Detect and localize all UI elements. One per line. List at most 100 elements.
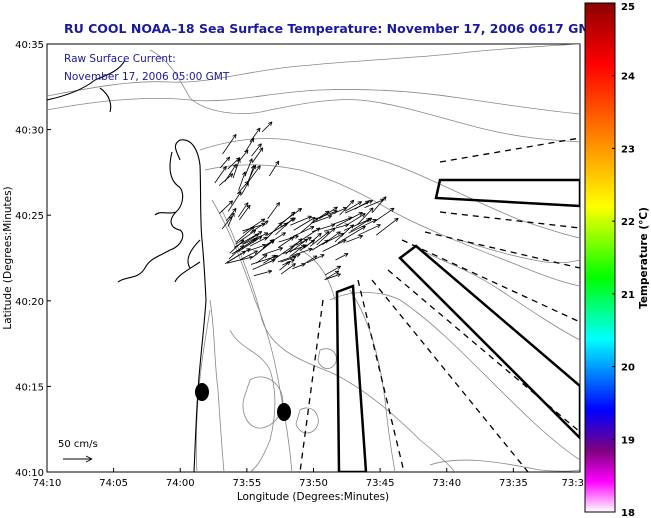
y-tick-label: 40:30 bbox=[15, 126, 44, 137]
current-vector bbox=[249, 236, 268, 247]
current-vector bbox=[268, 160, 280, 177]
map-plot: Raw Surface Current: November 17, 2006 0… bbox=[46, 43, 581, 473]
current-vector bbox=[357, 224, 381, 236]
x-tick-label: 73:40 bbox=[432, 478, 461, 489]
scale-arrow bbox=[63, 455, 93, 463]
scale-label: 50 cm/s bbox=[58, 439, 98, 450]
x-tick-label: 73:35 bbox=[499, 478, 528, 489]
current-vector bbox=[253, 269, 273, 277]
current-vector bbox=[292, 247, 313, 257]
current-vector bbox=[324, 265, 341, 276]
current-vector bbox=[296, 236, 312, 246]
colorbar-tick-label: 21 bbox=[621, 290, 635, 301]
colorbar-tick-label: 20 bbox=[621, 363, 635, 374]
current-vector bbox=[304, 232, 322, 248]
current-vector bbox=[224, 250, 246, 265]
current-vector bbox=[214, 166, 227, 184]
current-vector bbox=[281, 207, 303, 224]
bathymetry-contours bbox=[47, 44, 580, 472]
current-vector bbox=[354, 200, 370, 210]
current-vector bbox=[277, 253, 301, 263]
current-vector bbox=[239, 149, 249, 161]
current-vector bbox=[246, 165, 255, 186]
current-vector bbox=[235, 229, 257, 245]
colorbar-ticks: 25 24 23 22 21 20 19 18 bbox=[612, 2, 635, 518]
current-vector bbox=[244, 158, 253, 177]
mooring-marker bbox=[277, 403, 291, 421]
current-vector bbox=[227, 212, 235, 227]
current-vector bbox=[263, 255, 276, 264]
current-vector bbox=[251, 147, 264, 163]
x-tick-label: 73:55 bbox=[232, 478, 261, 489]
current-vector bbox=[318, 206, 338, 220]
current-vector bbox=[322, 231, 341, 246]
current-vector bbox=[249, 127, 261, 143]
x-tick-label: 74:00 bbox=[166, 478, 195, 489]
y-axis-label: Latitude (Degrees:Minutes) bbox=[2, 186, 14, 329]
colorbar-label: Temperature (°C) bbox=[638, 207, 650, 309]
current-vector bbox=[261, 246, 284, 256]
current-vector bbox=[227, 157, 241, 170]
current-vector bbox=[371, 196, 387, 214]
current-vector bbox=[346, 234, 363, 243]
colorbar-tick-label: 24 bbox=[621, 72, 635, 83]
x-axis-ticks: 74:10 74:05 74:00 73:55 73:50 73:45 73:40 73:35… bbox=[33, 468, 584, 489]
current-vector bbox=[312, 214, 333, 224]
current-vector bbox=[337, 225, 366, 244]
x-tick-label: 74:10 bbox=[33, 478, 62, 489]
current-vector bbox=[277, 236, 295, 248]
current-vector bbox=[239, 250, 258, 261]
figure-title: RU COOL NOAA–18 Sea Surface Temperature:… bbox=[64, 21, 600, 36]
current-vector bbox=[325, 270, 340, 280]
current-vector bbox=[224, 163, 237, 182]
current-vector bbox=[219, 156, 231, 169]
current-vector bbox=[219, 200, 234, 214]
current-vector bbox=[292, 262, 306, 270]
x-tick-label: 73:45 bbox=[366, 478, 395, 489]
y-axis-ticks: 40:35 40:30 40:25 40:20 40:15 40:10 bbox=[15, 40, 51, 479]
current-vector bbox=[265, 232, 286, 246]
current-vector bbox=[339, 199, 355, 216]
current-vector bbox=[237, 236, 263, 252]
current-note-line2: November 17, 2006 05:00 GMT bbox=[64, 71, 230, 83]
current-note-line1: Raw Surface Current: bbox=[64, 53, 176, 65]
colorbar-gradient bbox=[584, 2, 616, 513]
current-vector bbox=[227, 191, 242, 212]
colorbar-tick-label: 19 bbox=[621, 435, 635, 446]
current-vector bbox=[242, 218, 266, 234]
colorbar-tick-label: 22 bbox=[621, 217, 635, 228]
current-vector bbox=[280, 263, 296, 275]
current-vector bbox=[279, 260, 291, 271]
current-vector bbox=[343, 218, 371, 231]
current-vector bbox=[357, 207, 374, 225]
colorbar-tick-label: 25 bbox=[621, 2, 635, 13]
current-vector bbox=[347, 213, 366, 225]
y-tick-label: 40:15 bbox=[15, 382, 44, 393]
current-vector bbox=[306, 254, 325, 264]
current-vector bbox=[242, 232, 269, 245]
radar-footprints bbox=[335, 178, 580, 472]
current-vector bbox=[251, 143, 262, 157]
current-vector bbox=[285, 238, 303, 255]
y-tick-label: 40:20 bbox=[15, 297, 44, 308]
current-vector bbox=[242, 233, 259, 245]
current-vector bbox=[375, 217, 399, 236]
current-vector bbox=[261, 121, 273, 133]
current-vector bbox=[293, 216, 316, 231]
current-vector bbox=[335, 253, 349, 261]
colorbar: 25 24 23 22 21 20 19 18 Temperature (°C) bbox=[584, 2, 650, 518]
x-tick-label: 73:50 bbox=[299, 478, 328, 489]
colorbar-tick-label: 23 bbox=[621, 144, 635, 155]
current-vector bbox=[292, 226, 315, 237]
current-vector bbox=[275, 217, 295, 236]
colorbar-tick-label: 18 bbox=[621, 508, 635, 518]
current-vector bbox=[344, 201, 362, 212]
current-vector bbox=[309, 231, 330, 247]
x-tick-label: 73:3 bbox=[562, 478, 584, 489]
current-vector bbox=[372, 207, 395, 223]
current-vector bbox=[267, 202, 280, 220]
y-tick-label: 40:35 bbox=[15, 40, 44, 51]
surface-current-vectors bbox=[214, 121, 399, 281]
current-vector bbox=[311, 223, 336, 232]
current-vector bbox=[237, 202, 249, 218]
